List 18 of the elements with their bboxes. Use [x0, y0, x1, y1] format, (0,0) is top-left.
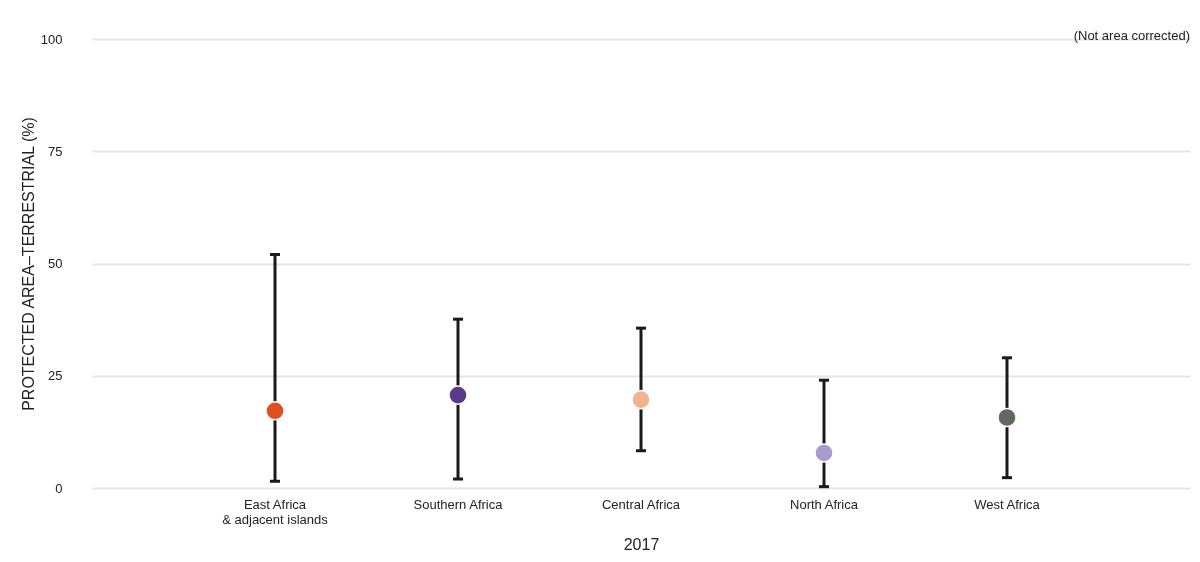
x-tick-label: Central Africa [601, 496, 681, 512]
x-axis-title: 2017 [623, 535, 660, 553]
y-tick-label: 50 [48, 256, 63, 271]
y-tick-label: 0 [55, 480, 63, 496]
y-tick-label: 25 [48, 368, 63, 384]
x-tick-label: North Africa [790, 496, 859, 512]
point [265, 400, 285, 421]
annotation: (Not area corrected) [1073, 28, 1190, 43]
point [631, 389, 651, 410]
point [814, 443, 834, 463]
x-tick-label: East Africa & adjacent islands [222, 496, 329, 527]
x-tick-label: Southern Africa [413, 496, 504, 512]
y-axis-title: PROTECTED AREA–TERRESTRIAL (%) [19, 117, 37, 411]
x-tick-label: West Africa [974, 496, 1041, 512]
point [997, 407, 1017, 428]
y-tick-label: 100 [40, 31, 63, 47]
y-tick-label: 75 [48, 143, 63, 159]
point [448, 385, 468, 405]
